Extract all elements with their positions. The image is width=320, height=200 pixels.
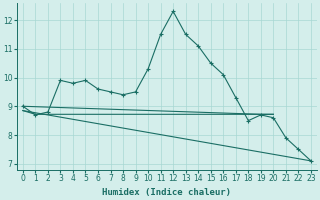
X-axis label: Humidex (Indice chaleur): Humidex (Indice chaleur): [102, 188, 231, 197]
